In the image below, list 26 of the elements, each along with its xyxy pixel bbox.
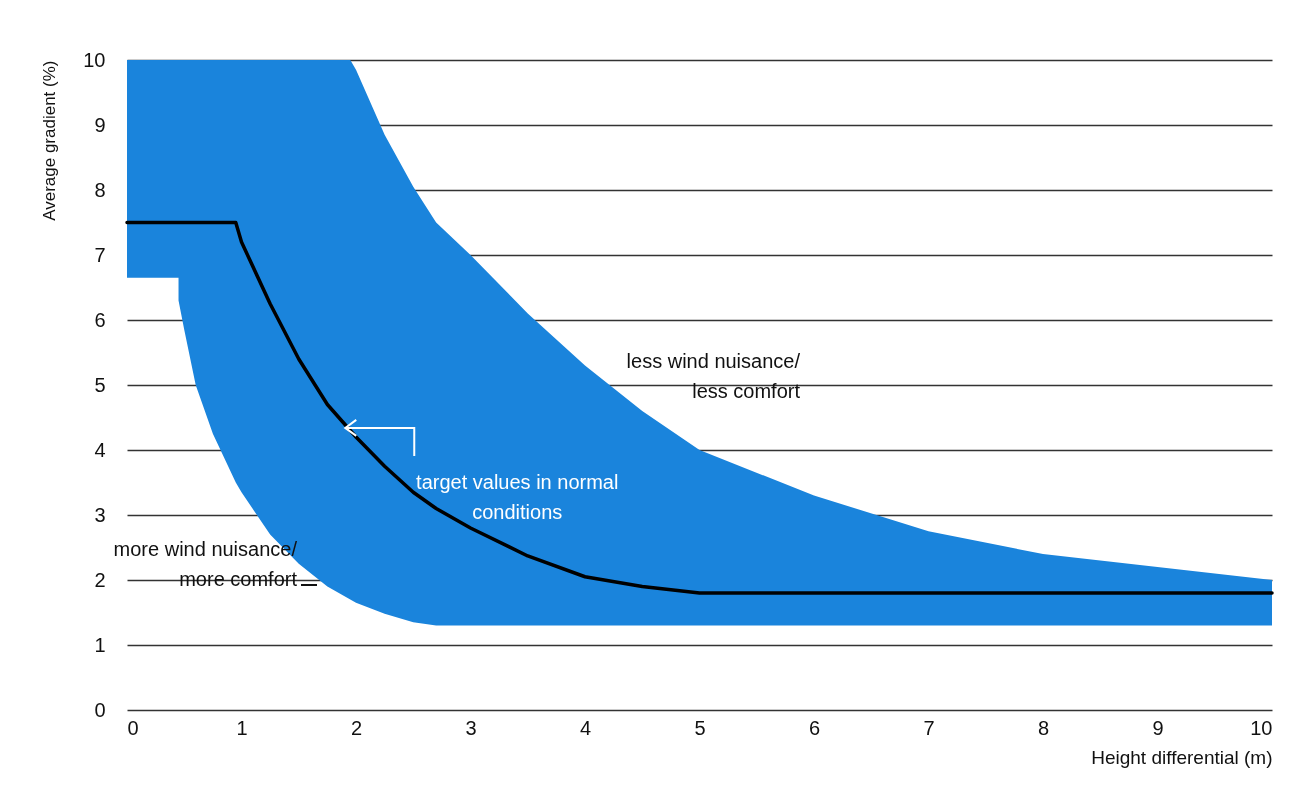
x-tick-label: 0 <box>127 716 139 739</box>
x-tick-label: 6 <box>808 716 821 739</box>
y-tick-label: 5 <box>94 373 106 396</box>
y-tick-label: 4 <box>94 438 106 461</box>
y-tick-label: 2 <box>94 568 106 591</box>
x-tick-label: 8 <box>1037 716 1050 739</box>
x-axis-title: Height differential (m) <box>1091 746 1273 768</box>
x-tick-label: 2 <box>350 716 363 739</box>
x-tick-label: 9 <box>1152 716 1164 739</box>
annotation: less wind nuisance/ less comfort <box>626 350 801 402</box>
y-tick-label: 10 <box>83 48 106 71</box>
x-tick-label: 5 <box>694 716 706 739</box>
y-axis-title: Average gradient (%) <box>40 60 60 221</box>
y-tick-label: 7 <box>94 243 106 266</box>
y-tick-label: 8 <box>94 178 106 201</box>
x-tick-label: 10 <box>1250 716 1273 739</box>
y-tick-label: 0 <box>94 698 106 721</box>
y-tick-label: 3 <box>94 503 106 526</box>
annotation: target values in normal conditions <box>416 470 619 523</box>
y-tick-label: 6 <box>94 308 106 331</box>
x-tick-label: 4 <box>579 716 592 739</box>
y-tick-label: 1 <box>94 633 106 656</box>
y-tick-label: 9 <box>94 113 106 136</box>
x-tick-label: 1 <box>236 716 248 739</box>
x-tick-label: 3 <box>465 716 477 739</box>
x-tick-label: 7 <box>923 716 935 739</box>
